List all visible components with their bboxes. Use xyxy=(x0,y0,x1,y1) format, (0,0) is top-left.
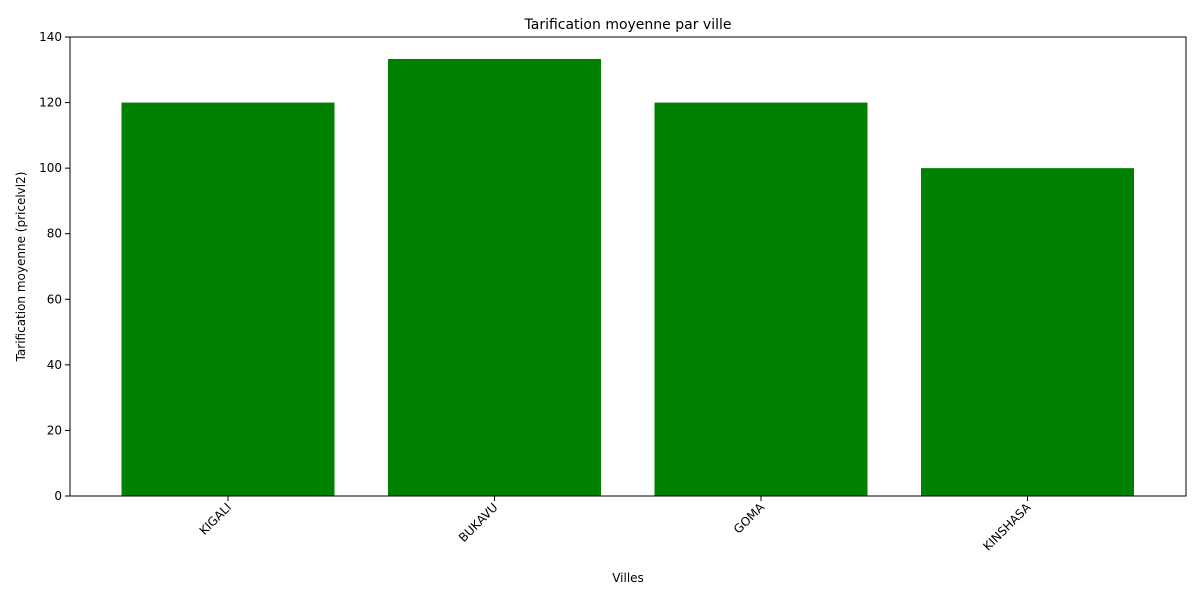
y-tick-label: 20 xyxy=(47,423,62,437)
y-tick-label: 40 xyxy=(47,358,62,372)
x-axis: KIGALI BUKAVU GOMA KINSHASA xyxy=(197,496,1034,554)
plot-frame xyxy=(69,36,1187,497)
y-axis-label: Tarification moyenne (pricelvl2) xyxy=(14,172,28,363)
x-axis-label: Villes xyxy=(612,571,644,585)
bar-kigali xyxy=(121,102,335,497)
y-axis: 0 20 40 60 80 100 120 140 xyxy=(39,30,70,503)
x-tick-label: BUKAVU xyxy=(456,500,501,545)
bars-group xyxy=(121,58,1134,497)
bar-kinshasa xyxy=(921,168,1134,496)
y-tick-label: 140 xyxy=(39,30,62,44)
y-tick-label: 0 xyxy=(54,489,62,503)
x-tick-label: KIGALI xyxy=(197,500,235,538)
x-tick-label: KINSHASA xyxy=(980,500,1034,554)
y-tick-label: 120 xyxy=(39,96,62,110)
bar-bukavu xyxy=(388,58,601,496)
chart-title: Tarification moyenne par ville xyxy=(524,17,732,33)
y-tick-label: 100 xyxy=(39,161,62,175)
y-tick-label: 60 xyxy=(47,292,62,306)
bar-goma xyxy=(654,102,868,497)
y-tick-label: 80 xyxy=(47,227,62,241)
x-tick-label: GOMA xyxy=(731,500,768,537)
